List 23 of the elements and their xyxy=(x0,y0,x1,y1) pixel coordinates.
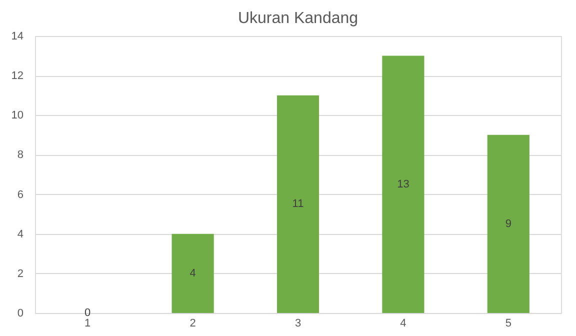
x-tick-label: 3 xyxy=(294,318,302,330)
y-tick-label: 2 xyxy=(17,268,24,280)
x-tick-label: 1 xyxy=(84,318,91,330)
bar xyxy=(172,234,214,313)
x-tick-label: 5 xyxy=(505,318,512,330)
data-label: 11 xyxy=(292,198,304,210)
y-tick-label: 14 xyxy=(11,30,24,42)
y-tick-label: 8 xyxy=(17,149,24,162)
x-tick-label: 4 xyxy=(400,318,406,330)
chart-title: Ukuran Kandang xyxy=(238,10,358,27)
y-tick-label: 10 xyxy=(11,110,24,122)
x-tick-label: 2 xyxy=(190,318,196,330)
bar xyxy=(382,56,424,313)
y-tick-label: 6 xyxy=(17,188,24,201)
data-label: 9 xyxy=(505,218,512,230)
bar xyxy=(487,134,530,313)
y-tick-label: 0 xyxy=(17,308,24,320)
data-label: 13 xyxy=(397,178,410,190)
y-tick-label: 12 xyxy=(11,70,24,82)
data-label: 0 xyxy=(84,307,91,319)
y-tick-label: 4 xyxy=(17,228,24,240)
data-label: 4 xyxy=(190,267,196,280)
bar xyxy=(276,95,320,313)
